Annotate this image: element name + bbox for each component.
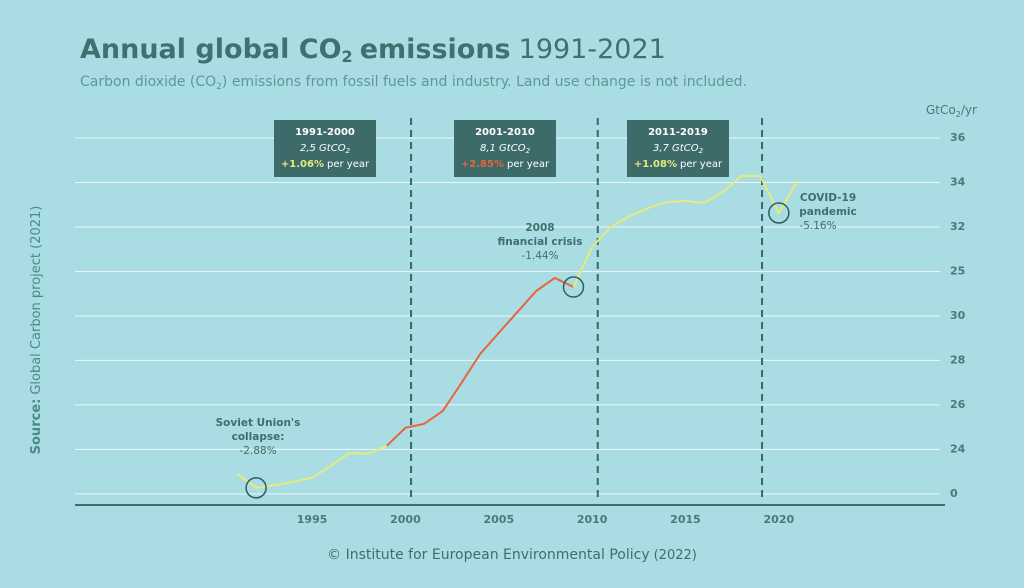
y-tick-label: 30 — [950, 309, 966, 322]
x-tick-label: 1995 — [297, 513, 328, 526]
title: Annual global CO — [80, 34, 342, 65]
annotation-text: collapse: — [232, 431, 285, 443]
period-amount: 2,5 GtCO2 — [300, 143, 351, 155]
x-tick-label: 2000 — [390, 513, 421, 526]
y-unit: GtCo2/yr — [926, 103, 977, 119]
amount-sub: 2 — [699, 147, 704, 155]
period-title: 2001-2010 — [475, 127, 535, 138]
chart-title: Annual global CO2 emissions 1991-2021 — [80, 34, 666, 66]
source: Source: Global Carbon project (2021) — [29, 206, 44, 455]
rate: +1.06% — [281, 159, 324, 170]
box-bg — [454, 120, 556, 177]
rate-rest: per year — [507, 159, 550, 170]
y-tick-label: 26 — [950, 398, 966, 411]
footer-text: © Institute for European Environmental P… — [327, 547, 649, 563]
y-tick-label: 34 — [950, 176, 966, 189]
y-tick-label: 32 — [950, 220, 965, 233]
period-rate: +1.06% per year — [281, 159, 370, 170]
annotation-circle — [768, 202, 790, 224]
x-tick-label: 2010 — [577, 513, 608, 526]
x-tick-label: 2020 — [764, 513, 795, 526]
title-rest: emissions — [360, 34, 511, 65]
emission-line — [572, 175, 799, 288]
annotation-text: COVID-19 — [800, 192, 856, 204]
x-tick-label: 2015 — [670, 513, 701, 526]
annotation-text: Soviet Union's — [216, 417, 301, 429]
annotation-text: pandemic — [799, 206, 856, 218]
unit-rest: /yr — [961, 103, 977, 117]
unit: GtCo — [926, 103, 956, 117]
footer-year: (2022) — [654, 548, 697, 563]
period-title: 1991-2000 — [295, 127, 355, 138]
y-tick-label: 36 — [950, 131, 966, 144]
annotation-text: financial crisis — [497, 236, 582, 248]
unit-sub: 2 — [956, 110, 961, 119]
period-rate: +1.08% per year — [634, 159, 723, 170]
period-box: 1991-2000 2,5 GtCO2 +1.06% per year — [274, 120, 376, 177]
rate: +1.08% — [634, 159, 677, 170]
source-text: Global Carbon project (2021) — [29, 206, 44, 395]
period-box: 2001-2010 8,1 GtCO2 +2.85% per year — [454, 120, 556, 177]
box-bg — [274, 120, 376, 177]
source-label: Source: — [29, 399, 44, 455]
chart-subtitle: Carbon dioxide (CO2) emissions from foss… — [80, 74, 747, 92]
y-tick-label: 25 — [950, 264, 965, 277]
rate-rest: per year — [327, 159, 370, 170]
title-years: 1991-2021 — [519, 34, 666, 65]
amount-sub: 2 — [346, 147, 351, 155]
footer: © Institute for European Environmental P… — [327, 547, 697, 563]
rate: +2.85% — [461, 159, 504, 170]
annotation-text: -1.44% — [521, 250, 558, 262]
amount-sub: 2 — [526, 147, 531, 155]
amount: 3,7 GtCO — [653, 143, 699, 154]
annotation-circle — [245, 477, 267, 499]
annotation-text: -5.16% — [799, 220, 836, 232]
x-tick-label: 2005 — [483, 513, 514, 526]
amount: 2,5 GtCO — [300, 143, 346, 154]
emission-line — [386, 276, 574, 447]
title-sub: 2 — [342, 47, 353, 66]
period-box: 2011-2019 3,7 GtCO2 +1.08% per year — [627, 120, 729, 177]
period-amount: 8,1 GtCO2 — [480, 143, 531, 155]
period-rate: +2.85% per year — [461, 159, 550, 170]
amount: 8,1 GtCO — [480, 143, 526, 154]
emission-line — [236, 444, 388, 489]
y-tick-label: 28 — [950, 353, 965, 366]
period-title: 2011-2019 — [648, 127, 708, 138]
annotation-text: -2.88% — [239, 445, 276, 457]
subtitle-rest: ) emissions from fossil fuels and indust… — [222, 74, 747, 90]
subtitle: Carbon dioxide (CO — [80, 74, 216, 90]
rate-rest: per year — [680, 159, 723, 170]
period-amount: 3,7 GtCO2 — [653, 143, 704, 155]
annotation-text: 2008 — [525, 222, 554, 234]
y-tick-label: 24 — [950, 442, 966, 455]
y-tick-label: 0 — [950, 487, 958, 500]
annotation-circle — [562, 276, 585, 298]
box-bg — [627, 120, 729, 177]
subtitle-sub: 2 — [216, 82, 222, 92]
